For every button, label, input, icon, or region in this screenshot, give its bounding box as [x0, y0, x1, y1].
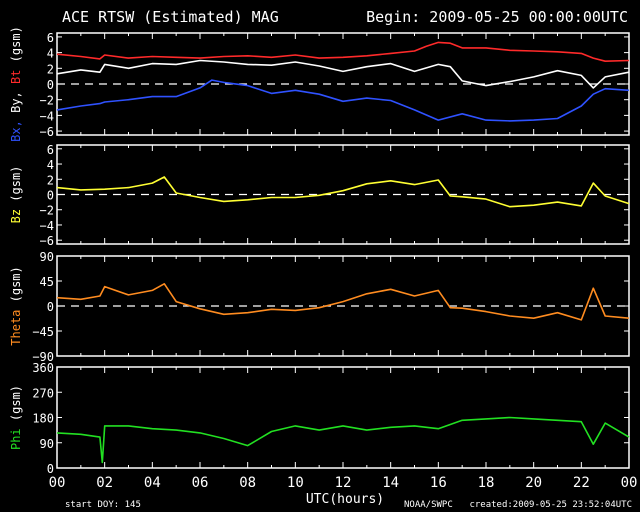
series-by [56, 59, 630, 89]
y-axis-label: Bz (gsm) [9, 166, 23, 224]
y-label-part: Bt [9, 70, 23, 92]
y-tick-label: 45 [40, 275, 54, 289]
y-label-part: Bx, [9, 120, 23, 142]
source-label: NOAA/SWPC [404, 500, 453, 510]
x-tick-label: 06 [192, 475, 209, 491]
y-tick-label: 4 [47, 47, 54, 61]
x-tick-label: 08 [239, 475, 256, 491]
y-axis-label: Theta (gsm) [9, 266, 23, 345]
x-tick-label: 00 [49, 475, 66, 491]
y-tick-label: 0 [47, 189, 54, 203]
y-label-part: By, [9, 91, 23, 120]
series-bz [56, 176, 630, 208]
series-bt [56, 41, 630, 63]
x-tick-label: 20 [525, 475, 542, 491]
panel-2: 90 45 0 −45 −90 Theta (gsm) [9, 250, 630, 364]
y-tick-label: 2 [47, 62, 54, 76]
y-tick-label: −45 [32, 325, 54, 339]
y-tick-label: 6 [47, 31, 54, 45]
y-tick-label: 360 [32, 361, 54, 375]
y-axis-label: Phi (gsm) [9, 385, 23, 450]
x-tick-label: 22 [573, 475, 590, 491]
created-time: created:2009-05-25 23:52:04UTC [469, 500, 632, 510]
x-tick-labels: 00 02 04 06 08 10 12 14 16 18 20 22 00 [49, 475, 638, 491]
start-doy: start DOY: 145 [65, 500, 141, 510]
panel-frame [56, 366, 630, 469]
x-tick-label: 12 [335, 475, 352, 491]
panel-0: 6 42 0 −2−4 −6 Bx, By, Bt (gsm) [9, 26, 630, 142]
series-theta [56, 282, 630, 321]
y-tick-label: −4 [40, 109, 54, 123]
y-tick-label: 4 [47, 158, 54, 172]
y-tick-label: 0 [47, 462, 54, 476]
y-tick-label: 0 [47, 300, 54, 314]
y-tick-label: −6 [40, 234, 54, 248]
x-tick-label: 16 [430, 475, 447, 491]
y-tick-label: −4 [40, 219, 54, 233]
y-tick-label: 90 [40, 250, 54, 264]
x-tick-label: 00 [621, 475, 638, 491]
y-tick-label: −2 [40, 94, 54, 108]
y-tick-label: −6 [40, 125, 54, 139]
series-phi [56, 416, 630, 464]
x-tick-label: 18 [478, 475, 495, 491]
plot-title: ACE RTSW (Estimated) MAG [62, 8, 279, 26]
y-axis-label: Bx, By, Bt (gsm) [9, 26, 23, 142]
y-tick-label: 90 [40, 437, 54, 451]
x-tick-label: 14 [382, 475, 399, 491]
panel-3: 360 270 180 90 0 Phi (gsm) [9, 361, 630, 476]
y-tick-label: −2 [40, 204, 54, 218]
x-axis-label: UTC(hours) [306, 492, 384, 507]
panel-1: 642 0−2−4−6 Bz (gsm) [9, 143, 630, 248]
series-bx [56, 79, 630, 122]
x-tick-label: 10 [287, 475, 304, 491]
x-tick-label: 02 [96, 475, 113, 491]
x-tick-label: 04 [144, 475, 161, 491]
y-tick-label: 180 [32, 412, 54, 426]
y-tick-label: −90 [32, 350, 54, 364]
y-tick-label: 0 [47, 78, 54, 92]
begin-time: Begin: 2009-05-25 00:00:00UTC [366, 8, 628, 26]
y-tick-label: 270 [32, 386, 54, 400]
y-tick-label: 6 [47, 143, 54, 157]
y-label-part: (gsm) [9, 26, 23, 69]
y-tick-label: 2 [47, 173, 54, 187]
